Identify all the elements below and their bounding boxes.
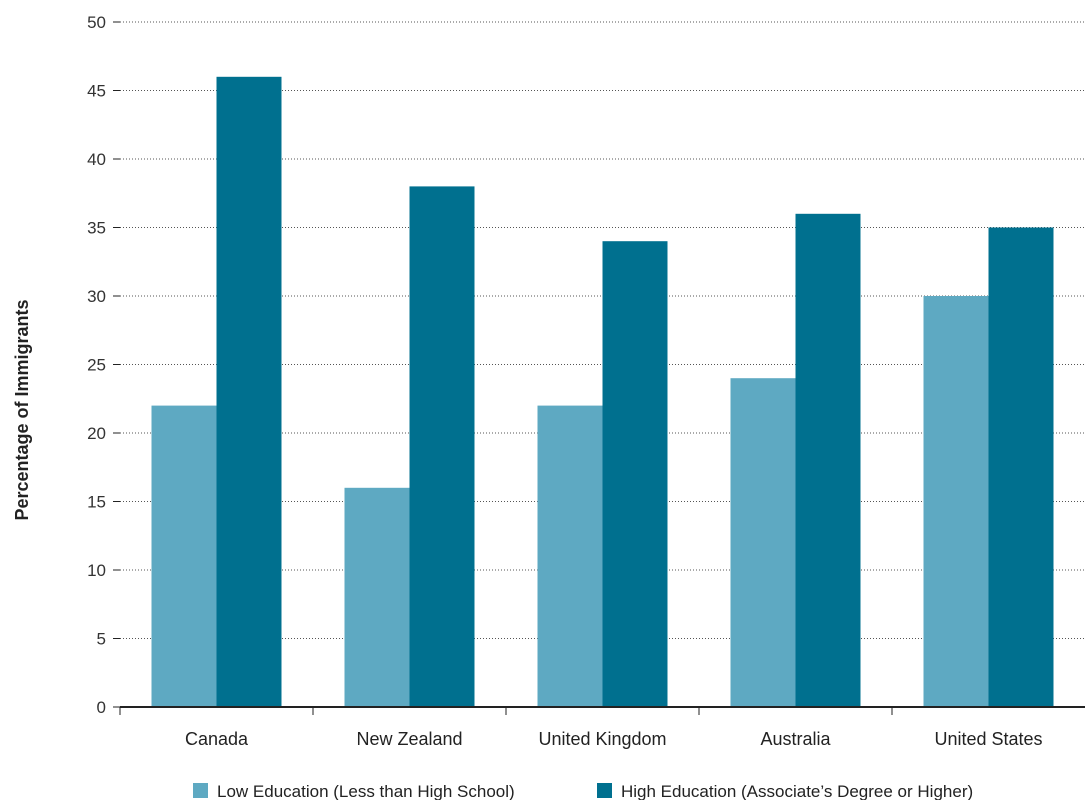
bar-low-education-united-states <box>923 296 989 707</box>
legend-label: Low Education (Less than High School) <box>217 782 515 800</box>
bar-high-education-australia <box>795 213 861 708</box>
y-tick-label: 45 <box>87 82 106 101</box>
x-category-label: New Zealand <box>356 729 462 749</box>
y-tick-label: 50 <box>87 13 106 32</box>
y-tick-label: 5 <box>97 630 106 649</box>
bar-low-education-canada <box>151 405 217 707</box>
bar-high-education-new-zealand <box>409 186 475 707</box>
bar-high-education-united-kingdom <box>602 241 668 707</box>
y-tick-label: 0 <box>97 698 106 717</box>
x-category-label: Canada <box>185 729 249 749</box>
y-axis-ticks: 0 5 10 15 20 25 30 35 40 45 50 <box>87 13 120 717</box>
y-tick-label: 35 <box>87 219 106 238</box>
bar-high-education-canada <box>216 76 282 708</box>
x-category-label: United States <box>934 729 1042 749</box>
y-tick-label: 30 <box>87 287 106 306</box>
y-tick-label: 40 <box>87 150 106 169</box>
bar-low-education-australia <box>730 378 796 707</box>
x-axis: Canada New Zealand United Kingdom Australia… <box>119 706 1085 749</box>
bar-low-education-united-kingdom <box>537 405 603 707</box>
y-tick-label: 25 <box>87 356 106 375</box>
x-category-label: Australia <box>760 729 831 749</box>
y-tick-label: 10 <box>87 561 106 580</box>
y-tick-label: 20 <box>87 424 106 443</box>
y-tick-label: 15 <box>87 493 106 512</box>
legend: Low Education (Less than High School) Hig… <box>193 782 973 800</box>
bars <box>151 76 1054 708</box>
bar-high-education-united-states <box>988 227 1054 707</box>
y-axis-title: Percentage of Immigrants <box>12 299 32 520</box>
x-category-label: United Kingdom <box>538 729 666 749</box>
legend-swatch <box>193 783 208 798</box>
legend-label: High Education (Associate’s Degree or Hi… <box>621 782 973 800</box>
bar-low-education-new-zealand <box>344 487 410 707</box>
legend-swatch <box>597 783 612 798</box>
